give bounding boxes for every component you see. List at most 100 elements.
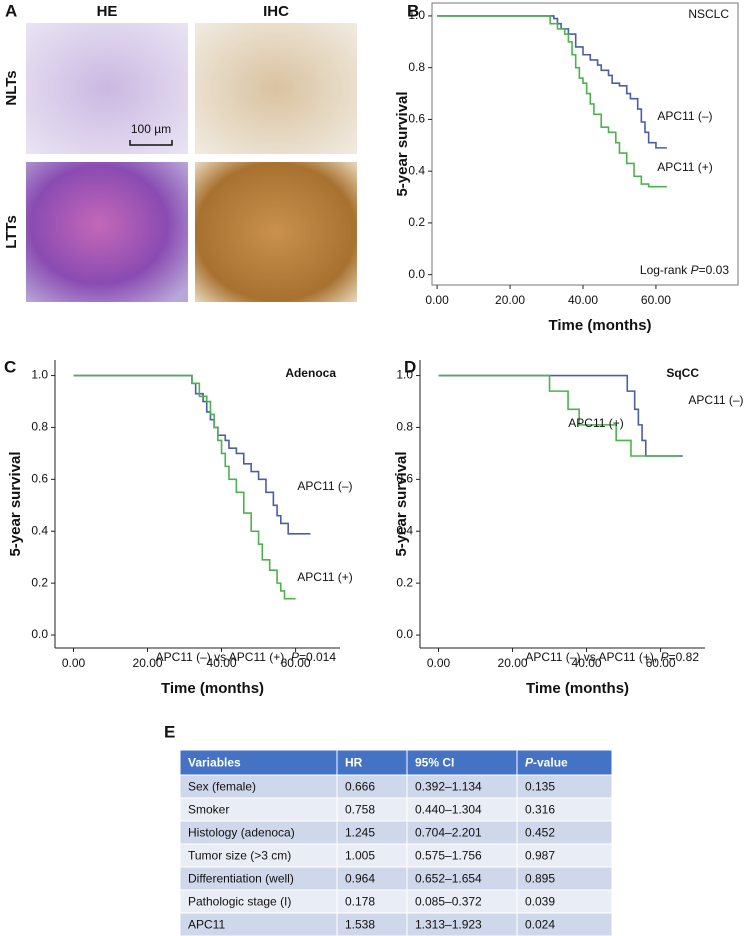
chart-title: SqCC — [666, 366, 699, 380]
chart-note-part: APC11 (–) vs APC11 (+), — [525, 650, 660, 664]
chart-note: APC11 (–) vs APC11 (+), P=0.82 — [525, 650, 699, 664]
cell-text: 0.987 — [525, 849, 555, 863]
cell-text: Histology (adenoca) — [188, 826, 295, 840]
chart-note-part: P — [291, 650, 299, 664]
cell-text: 0.440–1.304 — [415, 803, 482, 817]
cell-text: 0.024 — [525, 918, 555, 932]
header-text-part: 95% CI — [415, 756, 454, 770]
x-axis-label: Time (months) — [548, 317, 651, 334]
y-tick-label: 0.0 — [396, 627, 413, 641]
cell-text: 1.005 — [345, 849, 375, 863]
header-cell — [406, 749, 518, 776]
header-text-part: Variables — [188, 756, 241, 770]
x-tick-label: 40.00 — [568, 293, 598, 307]
chart-note-part: P — [691, 263, 699, 277]
header-text: P-value — [525, 756, 568, 770]
y-tick-label: 0.2 — [31, 575, 48, 589]
y-axis-label: 5-year survival — [7, 451, 24, 556]
y-tick-label: 0.6 — [31, 472, 48, 486]
x-axis-label: Time (months) — [526, 680, 629, 697]
y-tick-label: 0.2 — [408, 215, 425, 229]
x-tick-label: 60.00 — [646, 656, 676, 670]
series-label: APC11 (+) — [297, 570, 352, 584]
y-tick-label: 0.8 — [396, 420, 413, 434]
chart-note-part: =0.03 — [699, 263, 730, 277]
scale-bar — [129, 140, 173, 146]
x-tick-label: 60.00 — [641, 293, 671, 307]
chart-note: Log-rank P=0.03 — [640, 263, 729, 277]
x-tick-label: 0.00 — [425, 293, 449, 307]
x-tick-label: 20.00 — [495, 293, 525, 307]
header-text-part: -value — [533, 756, 568, 770]
header-text-part: HR — [345, 756, 363, 770]
y-tick-label: 1.0 — [396, 368, 413, 382]
series-label: APC11 (–) — [657, 109, 712, 123]
table-cell — [516, 912, 613, 936]
x-tick-label: 20.00 — [133, 656, 163, 670]
cell-text: 0.452 — [525, 826, 555, 840]
cell-text: 1.245 — [345, 826, 375, 840]
y-axis-label: 5-year survival — [394, 91, 411, 196]
panel-label: A — [5, 1, 17, 20]
chart-note-part: =0.014 — [299, 650, 336, 664]
y-tick-label: 0.8 — [31, 420, 48, 434]
cell-text: 1.538 — [345, 918, 375, 932]
series-label: APC11 (–) — [688, 393, 743, 407]
header-text: HR — [345, 756, 363, 770]
y-axis-label: 5-year survival — [393, 451, 410, 556]
chart-note-part: P — [661, 650, 669, 664]
x-axis-label: Time (months) — [161, 680, 264, 697]
panel-a: 100 µm A HE IHC NLTs LTTs — [3, 1, 357, 302]
y-tick-label: 0.0 — [408, 267, 425, 281]
y-tick-label: 0.4 — [31, 523, 48, 537]
header-text-part: P — [525, 756, 534, 770]
cell-text: 0.316 — [525, 803, 555, 817]
chart-note-part: =0.82 — [669, 650, 700, 664]
header-cell — [516, 749, 613, 776]
chart-title: NSCLC — [688, 7, 729, 21]
cell-text: 0.392–1.134 — [415, 780, 482, 794]
x-tick-label: 0.00 — [62, 656, 86, 670]
chart-note: APC11 (–) vs APC11 (+), P=0.014 — [156, 650, 337, 664]
he-tumor-image — [26, 162, 188, 302]
x-tick-label: 60.00 — [281, 656, 311, 670]
survival-curve — [73, 374, 296, 600]
cell-text: Pathologic stage (I) — [188, 895, 291, 909]
scale-bar-label: 100 µm — [131, 122, 171, 136]
ihc-normal-image — [195, 23, 357, 154]
y-tick-label: 0.8 — [408, 60, 425, 74]
chart-title: Adenoca — [285, 366, 336, 380]
series-label: APC11 (+) — [568, 416, 623, 430]
y-tick-label: 1.0 — [31, 368, 48, 382]
cell-text: Sex (female) — [188, 780, 256, 794]
cell-text: 0.652–1.654 — [415, 872, 482, 886]
panel-label: B — [407, 1, 419, 20]
header-text: 95% CI — [415, 756, 454, 770]
survival-curve — [438, 374, 683, 457]
survival-curve — [73, 374, 311, 535]
cell-text: 0.964 — [345, 872, 375, 886]
row-label: NLTs — [3, 70, 20, 105]
panel-label: E — [164, 722, 175, 741]
x-tick-label: 0.00 — [427, 656, 451, 670]
he-normal-image — [26, 23, 188, 154]
y-tick-label: 0.4 — [396, 523, 413, 537]
y-tick-label: 0.6 — [396, 472, 413, 486]
x-tick-label: 40.00 — [207, 656, 237, 670]
cell-text: 0.178 — [345, 895, 375, 909]
survival-curve — [438, 374, 680, 457]
y-tick-label: 0.4 — [408, 163, 425, 177]
cell-text: 0.575–1.756 — [415, 849, 482, 863]
column-label: IHC — [263, 3, 289, 20]
cell-text: Smoker — [188, 803, 229, 817]
cell-text: APC11 — [188, 918, 225, 932]
x-tick-label: 20.00 — [498, 656, 528, 670]
series-label: APC11 (–) — [297, 479, 352, 493]
row-label: LTTs — [3, 215, 20, 249]
y-tick-label: 0.6 — [408, 112, 425, 126]
cell-text: 0.085–0.372 — [415, 895, 482, 909]
y-tick-label: 1.0 — [408, 8, 425, 22]
y-tick-label: 0.0 — [31, 627, 48, 641]
cell-text: 0.895 — [525, 872, 555, 886]
